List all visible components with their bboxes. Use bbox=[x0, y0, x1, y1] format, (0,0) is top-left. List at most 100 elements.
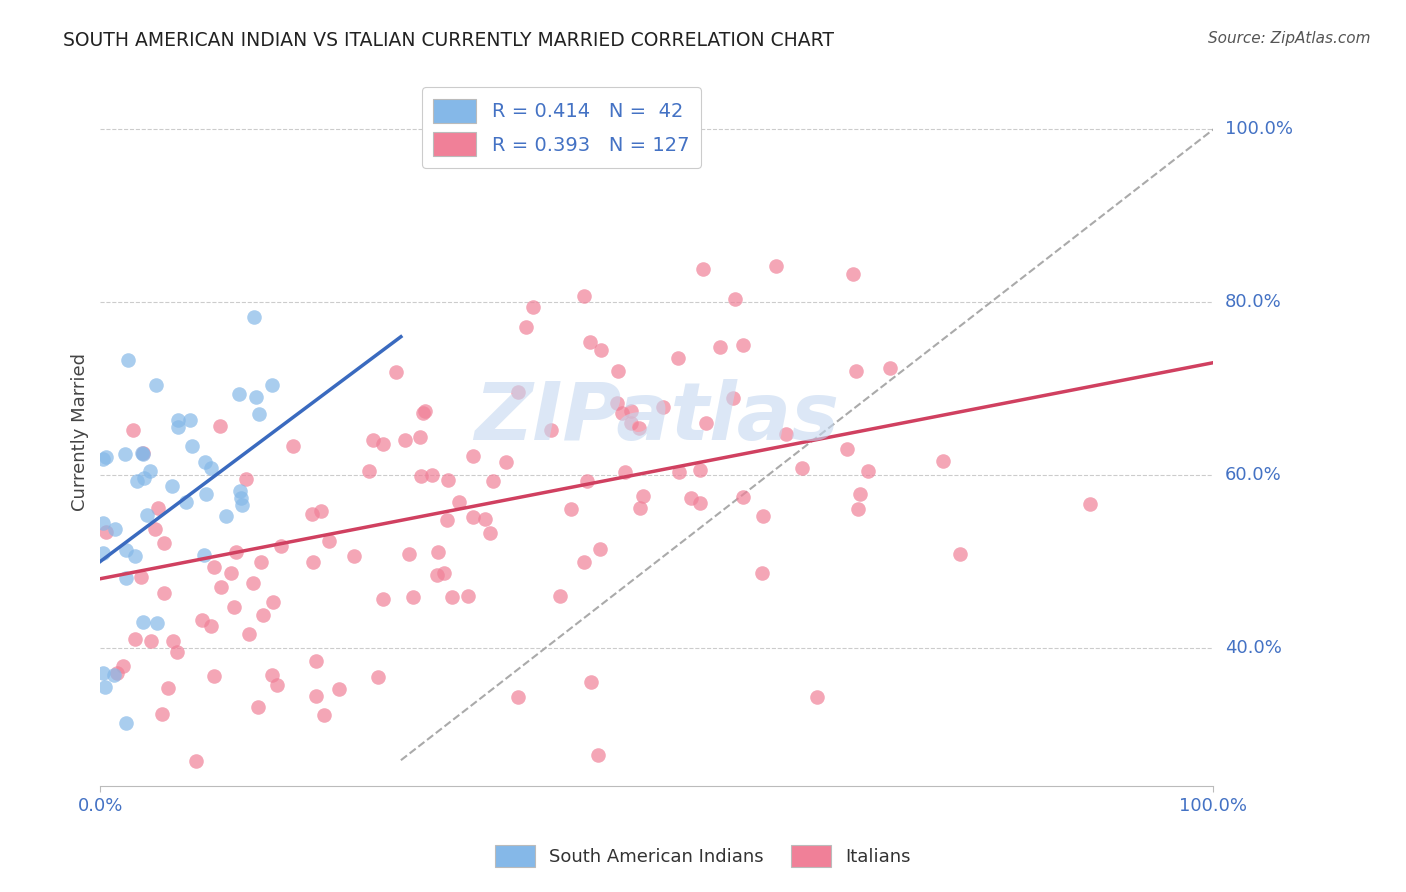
Point bbox=[114, 571, 136, 585]
Point bbox=[309, 504, 332, 518]
Point bbox=[318, 534, 340, 549]
Point bbox=[301, 507, 323, 521]
Point bbox=[620, 416, 643, 430]
Point bbox=[93, 451, 115, 466]
Point bbox=[162, 634, 184, 648]
Point bbox=[184, 755, 207, 769]
Point bbox=[731, 491, 754, 505]
Text: ZIPatlas: ZIPatlas bbox=[474, 378, 839, 457]
Text: SOUTH AMERICAN INDIAN VS ITALIAN CURRENTLY MARRIED CORRELATION CHART: SOUTH AMERICAN INDIAN VS ITALIAN CURRENT… bbox=[63, 31, 834, 50]
Point bbox=[474, 511, 496, 525]
Point bbox=[145, 616, 167, 631]
Point bbox=[131, 446, 153, 460]
Point bbox=[361, 434, 384, 448]
Point bbox=[146, 501, 169, 516]
Point bbox=[312, 707, 335, 722]
Point bbox=[579, 335, 602, 350]
Point bbox=[202, 669, 225, 683]
Point bbox=[231, 498, 253, 512]
Point bbox=[114, 542, 136, 557]
Point bbox=[668, 465, 690, 479]
Point bbox=[250, 555, 273, 569]
Text: 80.0%: 80.0% bbox=[1225, 293, 1281, 311]
Point bbox=[591, 343, 613, 358]
Point bbox=[427, 545, 450, 559]
Point bbox=[610, 406, 633, 420]
Point bbox=[631, 489, 654, 503]
Point bbox=[931, 454, 953, 468]
Point bbox=[588, 747, 610, 762]
Point bbox=[136, 508, 159, 522]
Point bbox=[689, 496, 711, 510]
Point bbox=[131, 570, 153, 584]
Point bbox=[628, 421, 651, 435]
Point bbox=[879, 361, 901, 376]
Point bbox=[156, 681, 179, 695]
Point bbox=[125, 474, 148, 488]
Point bbox=[447, 495, 470, 509]
Point bbox=[153, 586, 176, 600]
Point bbox=[224, 600, 246, 615]
Point bbox=[724, 292, 747, 306]
Point bbox=[266, 678, 288, 692]
Point bbox=[692, 262, 714, 277]
Legend: R = 0.414   N =  42, R = 0.393   N = 127: R = 0.414 N = 42, R = 0.393 N = 127 bbox=[422, 87, 702, 168]
Point bbox=[94, 450, 117, 464]
Point bbox=[132, 471, 155, 485]
Point bbox=[200, 460, 222, 475]
Point bbox=[145, 377, 167, 392]
Point bbox=[195, 486, 218, 500]
Point bbox=[589, 542, 612, 557]
Point bbox=[709, 340, 731, 354]
Point bbox=[409, 468, 432, 483]
Point bbox=[845, 363, 868, 377]
Point bbox=[132, 615, 155, 629]
Point bbox=[858, 463, 880, 477]
Point bbox=[243, 310, 266, 324]
Point bbox=[620, 404, 643, 418]
Point bbox=[260, 378, 283, 392]
Point bbox=[540, 423, 562, 437]
Point bbox=[105, 665, 128, 680]
Point bbox=[228, 387, 250, 401]
Point bbox=[765, 260, 787, 274]
Point bbox=[420, 468, 443, 483]
Y-axis label: Currently Married: Currently Married bbox=[72, 353, 89, 511]
Point bbox=[252, 607, 274, 622]
Point bbox=[152, 706, 174, 721]
Point bbox=[367, 670, 389, 684]
Point bbox=[193, 548, 215, 562]
Point bbox=[522, 300, 544, 314]
Point bbox=[260, 668, 283, 682]
Point bbox=[733, 338, 755, 352]
Point bbox=[104, 522, 127, 536]
Point bbox=[281, 438, 304, 452]
Point bbox=[143, 522, 166, 536]
Point bbox=[560, 502, 582, 516]
Point bbox=[495, 455, 517, 469]
Point bbox=[93, 516, 115, 530]
Point bbox=[413, 404, 436, 418]
Point bbox=[202, 560, 225, 574]
Point bbox=[262, 595, 284, 609]
Point bbox=[402, 590, 425, 604]
Point bbox=[238, 627, 260, 641]
Point bbox=[124, 632, 146, 646]
Point bbox=[689, 463, 711, 477]
Point bbox=[433, 566, 456, 580]
Point bbox=[841, 268, 863, 282]
Point bbox=[695, 416, 717, 430]
Point bbox=[180, 439, 202, 453]
Point bbox=[426, 568, 449, 582]
Point bbox=[846, 501, 869, 516]
Point bbox=[304, 654, 326, 668]
Point bbox=[548, 590, 571, 604]
Point bbox=[482, 474, 505, 488]
Point bbox=[572, 289, 595, 303]
Legend: South American Indians, Italians: South American Indians, Italians bbox=[488, 838, 918, 874]
Point bbox=[124, 549, 146, 563]
Point bbox=[515, 320, 537, 334]
Point bbox=[103, 668, 125, 682]
Text: Source: ZipAtlas.com: Source: ZipAtlas.com bbox=[1208, 31, 1371, 46]
Point bbox=[723, 391, 745, 405]
